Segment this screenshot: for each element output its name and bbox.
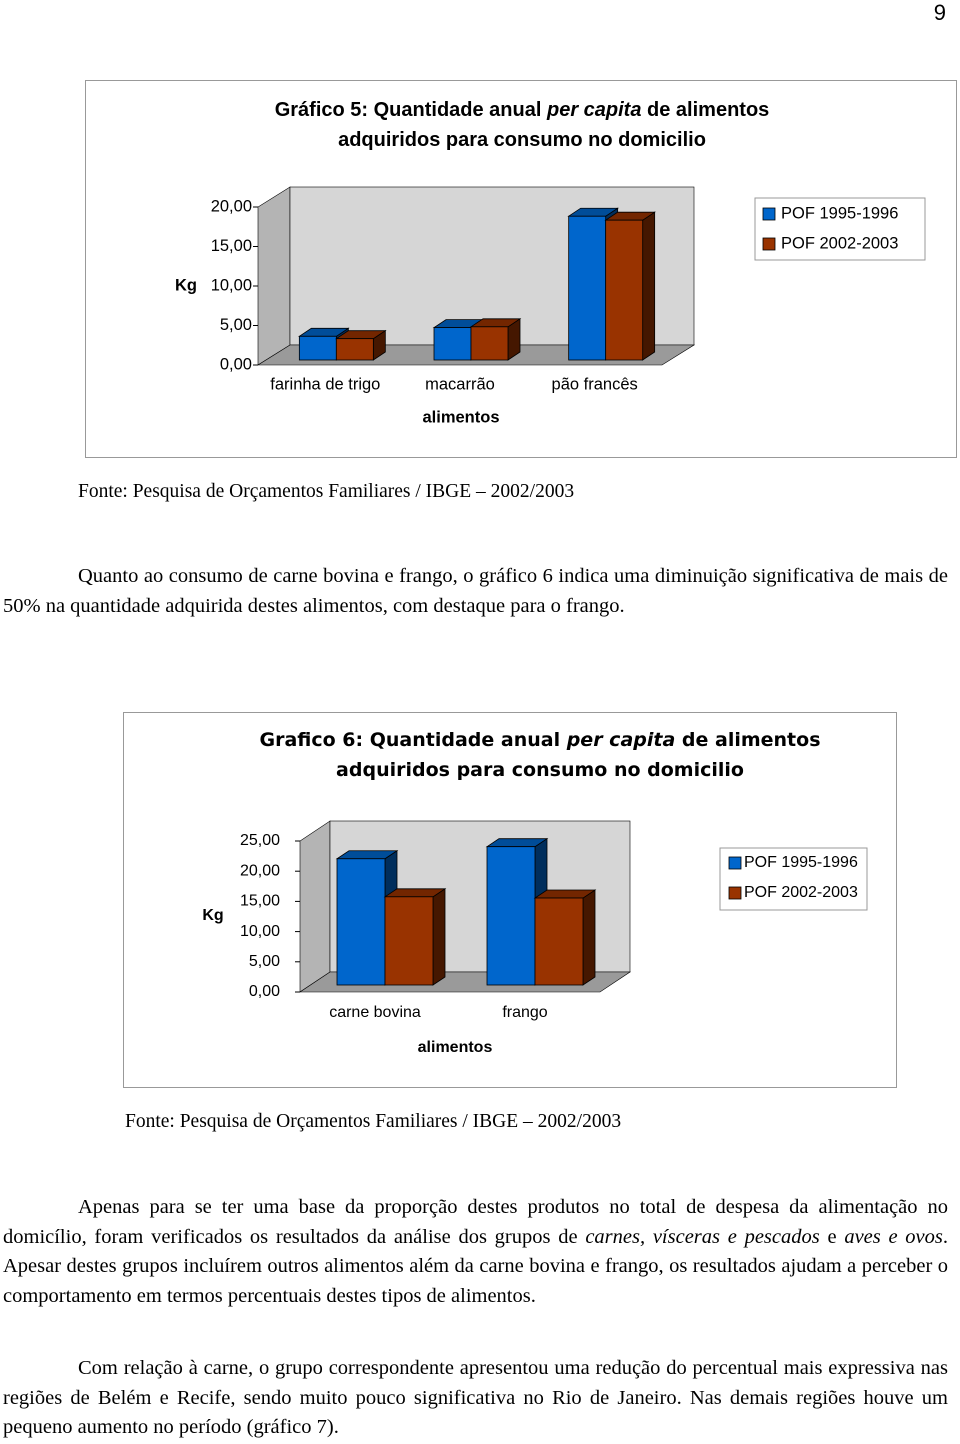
text-run: Grafico 6: Quantidade anual bbox=[259, 729, 567, 751]
legend-label: POF 2002-2003 bbox=[744, 884, 858, 901]
side-wall bbox=[299, 820, 331, 993]
x-tick-label: carne bovina bbox=[329, 1004, 421, 1021]
source-note: Fonte: Pesquisa de Orçamentos Familiares… bbox=[78, 481, 575, 502]
source-note: Fonte: Pesquisa de Orçamentos Familiares… bbox=[125, 1111, 622, 1132]
x-tick-label: farinha de trigo bbox=[270, 375, 380, 393]
legend-swatch bbox=[728, 886, 742, 900]
bar-front bbox=[336, 858, 386, 986]
chart: 0,00 5,00 10,00 15,00 20,00 25,00 carne bovina… bbox=[202, 820, 868, 1056]
y-tick-label: 25,00 bbox=[240, 832, 280, 849]
bar-front bbox=[568, 215, 607, 361]
x-axis-title: alimentos bbox=[422, 408, 499, 426]
bar bbox=[469, 318, 522, 361]
legend-box bbox=[754, 197, 926, 261]
bar-front bbox=[384, 896, 434, 986]
chart-title: Grafico 6: Quantidade anual per capita d… bbox=[245, 725, 835, 785]
legend-swatch bbox=[762, 237, 776, 251]
bar-front bbox=[470, 326, 509, 361]
text-run: aves e ovos bbox=[844, 1225, 943, 1248]
bar-front bbox=[298, 335, 337, 361]
bar bbox=[383, 888, 447, 986]
y-tick-label: 20,00 bbox=[211, 197, 252, 215]
paragraph: Quanto ao consumo de carne bovina e fran… bbox=[3, 562, 948, 621]
text-run: . Apesar destes grupos incluírem outros … bbox=[3, 1225, 949, 1307]
legend-label: POF 2002-2003 bbox=[781, 234, 898, 252]
side-wall bbox=[257, 186, 291, 366]
bar-side bbox=[432, 888, 446, 986]
bar-front bbox=[433, 327, 472, 361]
bar bbox=[533, 889, 597, 986]
legend-box bbox=[719, 847, 868, 911]
text-run: per capita bbox=[546, 99, 642, 121]
y-tick-label: 10,00 bbox=[211, 276, 252, 294]
paragraph: Apenas para se ter uma base da proporção… bbox=[3, 1193, 948, 1311]
bar-side bbox=[642, 211, 656, 361]
bar bbox=[335, 329, 387, 361]
text-run: de alimentos adquiridos para consumo no … bbox=[336, 729, 821, 781]
page-number: 9 bbox=[933, 0, 946, 25]
y-tick-label: 10,00 bbox=[240, 923, 280, 940]
text-run: per capita bbox=[566, 729, 676, 751]
y-tick-label: 0,00 bbox=[249, 983, 280, 1000]
bar-side bbox=[582, 889, 596, 986]
y-tick-label: 5,00 bbox=[249, 953, 280, 970]
y-axis-title: Kg bbox=[175, 276, 197, 294]
y-tick-label: 15,00 bbox=[211, 237, 252, 255]
legend-swatch bbox=[762, 207, 776, 221]
legend-label: POF 1995-1996 bbox=[744, 854, 858, 871]
x-tick-label: macarrão bbox=[425, 375, 495, 393]
x-tick-label: pão francês bbox=[552, 375, 638, 393]
y-tick-label: 0,00 bbox=[220, 355, 252, 373]
chart-title: Gráfico 5: Quantidade anual per capita d… bbox=[222, 95, 822, 155]
text-run: Apenas para se ter uma base da proporção… bbox=[3, 1196, 948, 1248]
text-run: Com relação à carne, o grupo corresponde… bbox=[3, 1357, 948, 1439]
bar-front bbox=[486, 846, 536, 986]
text-run: Quanto ao consumo de carne bovina e fran… bbox=[3, 565, 948, 617]
paragraph: Com relação à carne, o grupo corresponde… bbox=[3, 1354, 948, 1443]
y-axis-title: Kg bbox=[202, 907, 223, 924]
text-run: Gráfico 5: Quantidade anual bbox=[274, 99, 547, 121]
y-tick-label: 15,00 bbox=[240, 893, 280, 910]
bar-front bbox=[335, 338, 374, 361]
text-run: e bbox=[819, 1225, 845, 1248]
y-tick-label: 5,00 bbox=[220, 316, 252, 334]
text-run: de alimentos adquiridos para consumo no … bbox=[338, 99, 770, 151]
x-tick-label: frango bbox=[502, 1004, 547, 1021]
y-tick-label: 20,00 bbox=[240, 862, 280, 879]
legend-label: POF 1995-1996 bbox=[781, 204, 898, 222]
bar-front bbox=[534, 897, 584, 986]
legend-swatch bbox=[728, 856, 742, 870]
text-run: carnes, vísceras e pescados bbox=[585, 1225, 820, 1248]
bar bbox=[604, 211, 656, 361]
x-axis-title: alimentos bbox=[418, 1039, 493, 1056]
chart: 0,00 5,00 10,00 15,00 20,00 farinha de trigo m… bbox=[175, 186, 926, 426]
bar-front bbox=[605, 219, 644, 361]
